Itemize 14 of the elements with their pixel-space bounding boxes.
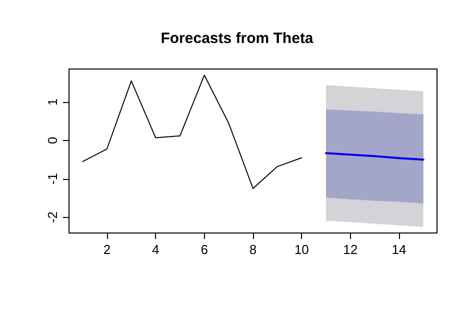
x-tick-label: 10 (294, 242, 309, 257)
x-tick-label: 8 (249, 242, 257, 257)
x-tick-label: 12 (343, 242, 358, 257)
chart-title: Forecasts from Theta (160, 30, 314, 47)
x-tick-label: 2 (103, 242, 111, 257)
line-series (325, 152, 424, 161)
y-tick-label: 1 (45, 98, 60, 106)
line-series (82, 74, 302, 189)
x-tick-label: 6 (200, 242, 208, 257)
y-tick-label: -2 (45, 211, 60, 224)
x-tick-label: 4 (152, 242, 160, 257)
y-tick-label: -1 (45, 173, 60, 185)
x-tick-label: 14 (392, 242, 406, 257)
y-tick-label: 0 (45, 136, 60, 144)
